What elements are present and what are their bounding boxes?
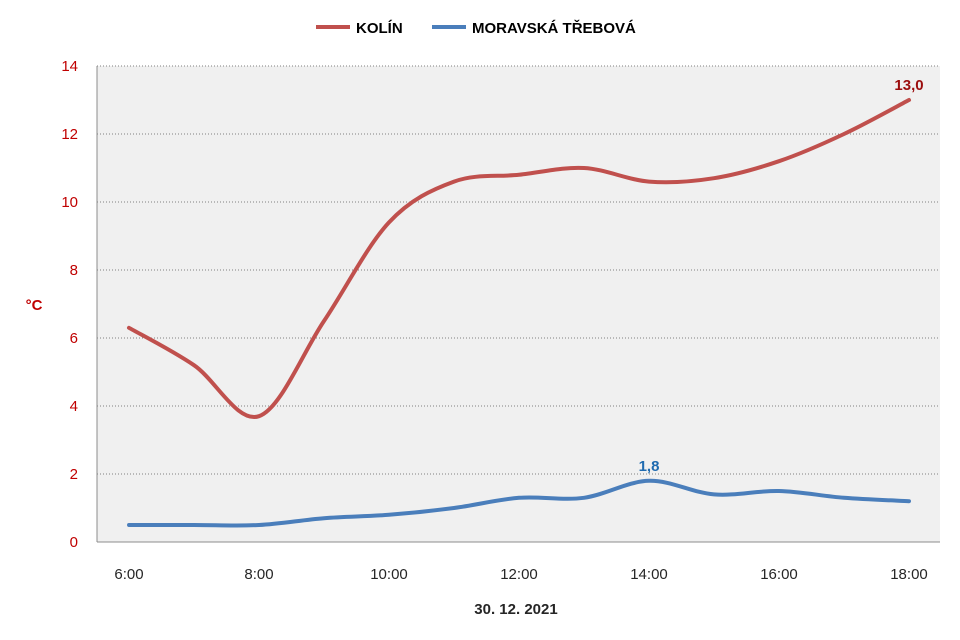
y-tick-label: 10 (61, 194, 78, 211)
plot-area (97, 66, 940, 542)
y-tick-label: 14 (61, 58, 78, 75)
legend-label-moravska-trebova: MORAVSKÁ TŘEBOVÁ (472, 19, 636, 37)
data-label: 13,0 (894, 77, 923, 94)
legend: KOLÍN MORAVSKÁ TŘEBOVÁ (316, 19, 636, 37)
x-tick-label: 14:00 (630, 566, 668, 583)
x-tick-label: 6:00 (114, 566, 143, 583)
data-label: 1,8 (639, 458, 660, 475)
y-tick-labels: 0 2 4 6 8 10 12 14 (61, 58, 78, 551)
data-labels: 13,0 1,8 (639, 77, 924, 475)
y-tick-label: 12 (61, 126, 78, 143)
y-tick-label: 8 (70, 262, 78, 279)
x-tick-label: 18:00 (890, 566, 928, 583)
x-tick-label: 12:00 (500, 566, 538, 583)
legend-label-kolin: KOLÍN (356, 20, 403, 37)
y-tick-label: 0 (70, 534, 78, 551)
series-lines (127, 98, 911, 528)
x-tick-label: 10:00 (370, 566, 408, 583)
series-line-0 (127, 98, 911, 419)
gridlines (97, 65, 940, 475)
y-axis-label: °C (26, 297, 43, 314)
x-tick-labels: 6:00 8:00 10:00 12:00 14:00 16:00 18:00 (114, 566, 927, 583)
y-tick-label: 2 (70, 466, 78, 483)
y-tick-label: 6 (70, 330, 78, 347)
x-tick-label: 16:00 (760, 566, 798, 583)
x-tick-label: 8:00 (244, 566, 273, 583)
series-line-1 (127, 478, 911, 528)
x-axis-label: 30. 12. 2021 (474, 601, 557, 618)
y-tick-label: 4 (70, 398, 78, 415)
